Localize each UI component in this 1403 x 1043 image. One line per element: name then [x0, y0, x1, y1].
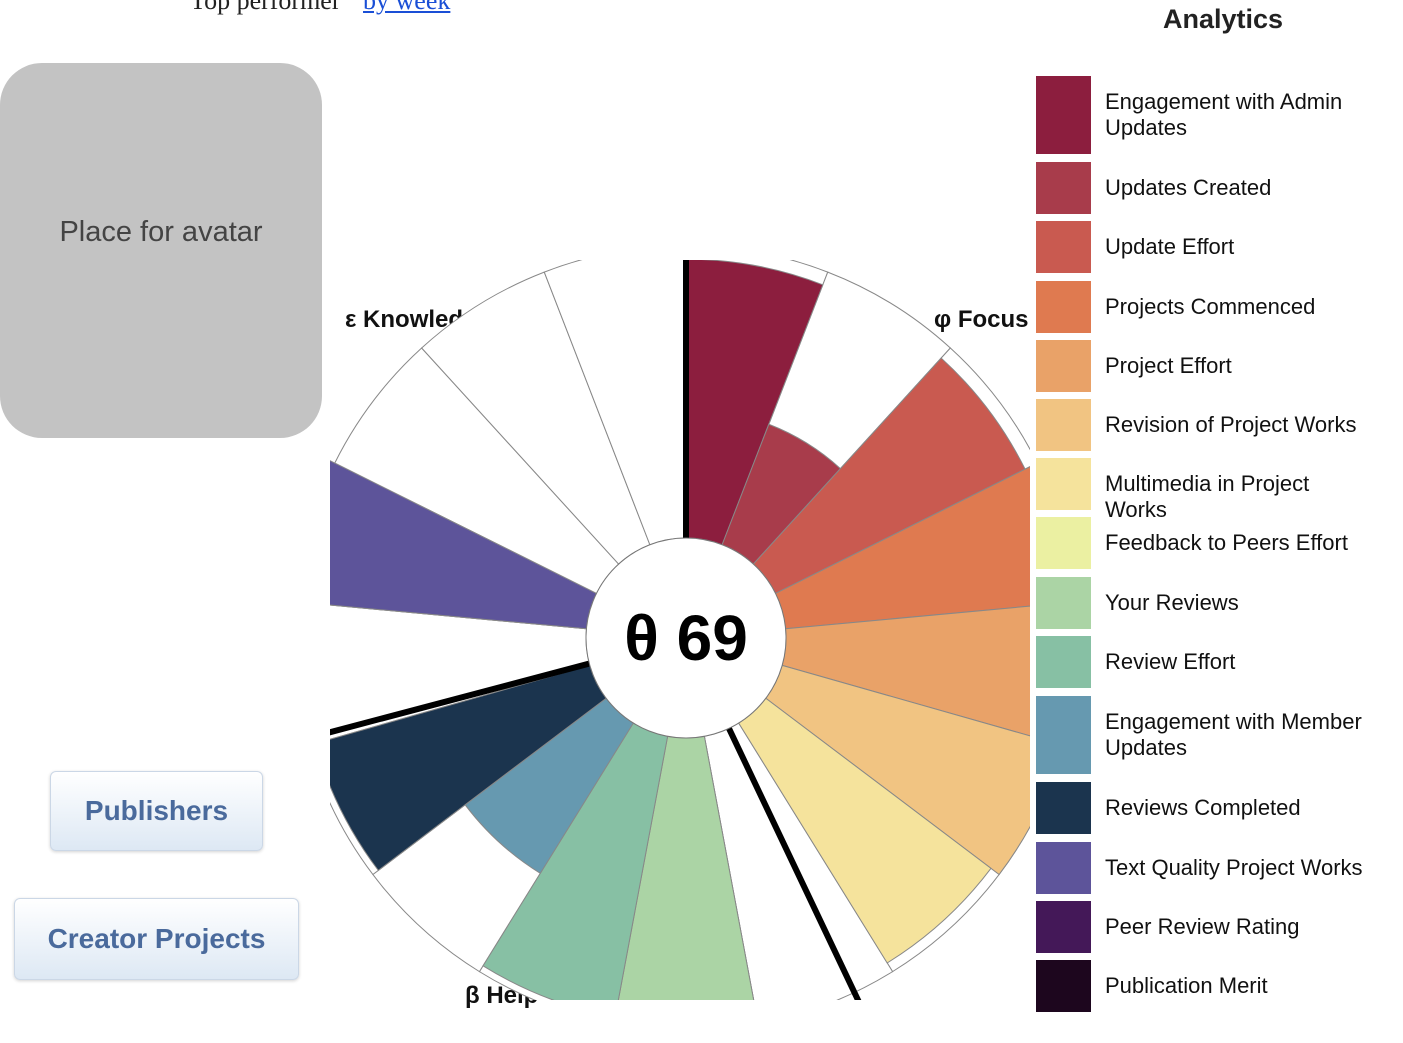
legend-item[interactable]: Multimedia in Project Works: [1036, 458, 1396, 522]
category-label-focus: φ Focus: [934, 306, 1029, 333]
legend-swatch: [1036, 960, 1091, 1012]
legend-item[interactable]: Projects Commenced: [1036, 281, 1396, 333]
legend-item[interactable]: Revision of Project Works: [1036, 399, 1396, 451]
legend-label: Feedback to Peers Effort: [1105, 530, 1348, 555]
polar-area-chart: θ 69: [330, 260, 1030, 1000]
legend-item[interactable]: Review Effort: [1036, 636, 1396, 688]
legend-label: Publication Merit: [1105, 973, 1268, 998]
legend-item[interactable]: Engagement with Member Updates: [1036, 696, 1396, 774]
legend-label: Review Effort: [1105, 649, 1236, 674]
top-text: Top performer by week: [190, 0, 450, 16]
legend-swatch: [1036, 221, 1091, 273]
avatar-placeholder[interactable]: Place for avatar: [0, 63, 322, 438]
legend-item[interactable]: Publication Merit: [1036, 960, 1396, 1012]
legend-label: Peer Review Rating: [1105, 914, 1300, 939]
legend-item[interactable]: Your Reviews: [1036, 577, 1396, 629]
legend-label: Multimedia in Project Works: [1105, 471, 1310, 522]
legend-swatch: [1036, 76, 1091, 154]
legend-swatch: [1036, 458, 1091, 510]
avatar-placeholder-text: Place for avatar: [59, 216, 263, 248]
top-text-link[interactable]: by week: [363, 0, 451, 15]
legend-item[interactable]: Update Effort: [1036, 221, 1396, 273]
legend-swatch: [1036, 517, 1091, 569]
legend-swatch: [1036, 162, 1091, 214]
legend-label: Projects Commenced: [1105, 294, 1316, 319]
legend-swatch: [1036, 281, 1091, 333]
legend-item[interactable]: Text Quality Project Works: [1036, 842, 1396, 894]
legend-label: Revision of Project Works: [1105, 412, 1357, 437]
legend-item[interactable]: Updates Created: [1036, 162, 1396, 214]
legend-swatch: [1036, 577, 1091, 629]
legend-label: Engagement with Member Updates: [1105, 709, 1362, 760]
legend-label: Project Effort: [1105, 353, 1232, 378]
legend-label: Reviews Completed: [1105, 795, 1301, 820]
creator-projects-button[interactable]: Creator Projects: [14, 898, 299, 980]
legend-label: Update Effort: [1105, 234, 1235, 259]
legend-swatch: [1036, 399, 1091, 451]
legend-title: Analytics: [1163, 4, 1284, 34]
section-divider: [726, 727, 862, 1000]
legend-item[interactable]: Engagement with Admin Updates: [1036, 76, 1396, 154]
legend-swatch: [1036, 901, 1091, 953]
center-score: θ 69: [624, 602, 748, 674]
legend-swatch: [1036, 842, 1091, 894]
legend-swatch: [1036, 696, 1091, 774]
publishers-button[interactable]: Publishers: [50, 771, 263, 851]
section-divider: [330, 660, 591, 736]
legend-item[interactable]: Project Effort: [1036, 340, 1396, 392]
legend-label: Updates Created: [1105, 175, 1272, 200]
legend-item[interactable]: Peer Review Rating: [1036, 901, 1396, 953]
legend-label: Your Reviews: [1105, 590, 1239, 615]
legend-swatch: [1036, 636, 1091, 688]
legend-label: Text Quality Project Works: [1105, 855, 1363, 880]
legend-swatch: [1036, 782, 1091, 834]
top-text-label: Top performer: [190, 0, 341, 15]
chart-center: [585, 537, 787, 739]
legend-label: Engagement with Admin Updates: [1105, 89, 1343, 140]
legend-item[interactable]: Reviews Completed: [1036, 782, 1396, 834]
legend-swatch: [1036, 340, 1091, 392]
legend-item[interactable]: Feedback to Peers Effort: [1036, 517, 1396, 569]
